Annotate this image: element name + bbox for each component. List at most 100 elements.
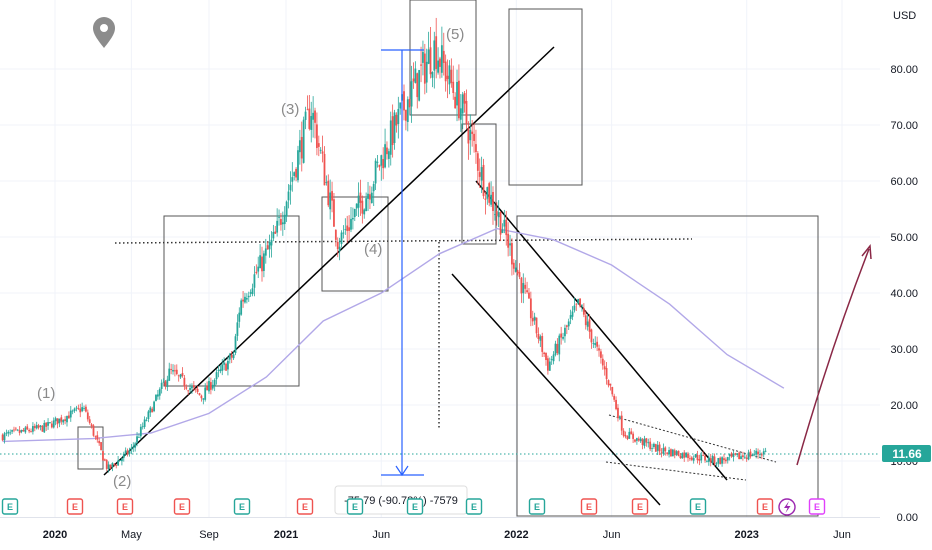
earnings-badge[interactable]: E — [689, 498, 707, 515]
candle-body — [526, 290, 528, 293]
candle-body — [387, 151, 390, 159]
y-tick-label: 40.00 — [890, 288, 918, 300]
candle-body — [668, 450, 670, 455]
candle-body — [308, 108, 311, 129]
candle-body — [13, 429, 15, 431]
candle-body — [321, 151, 324, 154]
candle-body — [209, 382, 212, 390]
candle-body — [359, 192, 362, 203]
candle-body — [645, 438, 648, 443]
lightning-icon[interactable] — [778, 498, 796, 516]
candle-body — [319, 149, 322, 151]
candle-body — [543, 352, 546, 355]
candle-body — [620, 415, 623, 431]
earnings-badge[interactable]: E — [173, 498, 191, 515]
earnings-badge[interactable]: E — [406, 498, 424, 515]
candles — [1, 17, 767, 473]
candle-body — [92, 425, 95, 436]
candle-body — [673, 450, 676, 456]
candle-body — [548, 361, 551, 371]
earnings-badge[interactable]: E — [1, 498, 19, 515]
earnings-badge[interactable]: E — [346, 498, 364, 515]
candle-body — [569, 315, 572, 319]
earnings-badge[interactable]: E — [580, 498, 598, 515]
candle-body — [35, 424, 38, 429]
candle-body — [613, 395, 616, 400]
candle-body — [689, 458, 691, 460]
drawings — [0, 0, 880, 517]
candle-body — [251, 288, 254, 295]
candle-body — [469, 129, 472, 141]
candle-body — [196, 388, 199, 392]
candle-body — [717, 458, 720, 464]
candle-body — [138, 437, 140, 438]
candle-body — [340, 232, 343, 245]
candle-body — [54, 418, 57, 422]
last-price-badge: 11.66 — [882, 445, 931, 462]
candle-body — [181, 373, 184, 377]
earnings-badge[interactable]: E — [233, 498, 251, 515]
candle-body — [573, 305, 576, 311]
candle-body — [425, 61, 428, 83]
earnings-badge[interactable]: E — [528, 498, 546, 515]
candle-body — [757, 451, 759, 455]
earnings-badge-label: E — [239, 502, 245, 512]
earnings-badge[interactable]: E — [808, 498, 826, 515]
candle-body — [370, 192, 373, 203]
x-tick-label: Jun — [372, 529, 390, 541]
candle-body — [175, 369, 178, 375]
candle-body — [473, 133, 475, 141]
candle-body — [622, 430, 625, 436]
candle-body — [628, 431, 631, 439]
candle-body — [484, 198, 487, 200]
candle-body — [47, 422, 49, 426]
candle-body — [518, 272, 521, 277]
candle-body — [62, 420, 65, 423]
candle-body — [501, 229, 504, 233]
candle-body — [1, 434, 4, 441]
candle-body — [743, 456, 746, 458]
earnings-badge[interactable]: E — [465, 498, 483, 515]
candle-body — [278, 216, 280, 218]
candle-body — [289, 184, 292, 191]
candle-body — [738, 452, 741, 460]
candle-body — [20, 429, 23, 432]
candle-body — [88, 419, 91, 424]
candle-body — [334, 229, 337, 240]
candle-body — [5, 432, 8, 434]
candle-body — [658, 444, 661, 452]
earnings-badge-label: E — [352, 502, 358, 512]
candle-body — [132, 446, 135, 448]
candle-body — [404, 109, 407, 121]
candle-body — [762, 451, 765, 455]
candle-body — [298, 140, 301, 153]
candle-body — [52, 420, 55, 428]
candle-body — [204, 387, 207, 400]
candle-body — [414, 68, 417, 83]
x-tick-label: 2023 — [734, 529, 758, 541]
earnings-badge[interactable]: E — [116, 498, 134, 515]
candle-body — [437, 60, 439, 73]
x-tick-label: Jun — [603, 529, 621, 541]
candle-body — [694, 454, 697, 458]
candle-body — [122, 453, 125, 458]
earnings-badge[interactable]: E — [296, 498, 314, 515]
earnings-badge[interactable]: E — [756, 498, 774, 515]
earnings-badge[interactable]: E — [66, 498, 84, 515]
wave-label-1: (1) — [37, 385, 55, 402]
candle-body — [240, 300, 243, 315]
earnings-badge[interactable]: E — [631, 498, 649, 515]
candle-body — [156, 394, 159, 397]
candle-body — [268, 242, 271, 250]
y-tick-label: 0.00 — [897, 512, 918, 524]
candle-body — [158, 389, 161, 396]
candle-body — [378, 164, 381, 168]
candle-body — [664, 447, 667, 452]
measure-arrowhead — [395, 465, 409, 477]
candle-body — [406, 99, 409, 122]
candle-body — [90, 424, 93, 427]
candle-body — [745, 457, 748, 460]
candle-body — [187, 390, 190, 392]
